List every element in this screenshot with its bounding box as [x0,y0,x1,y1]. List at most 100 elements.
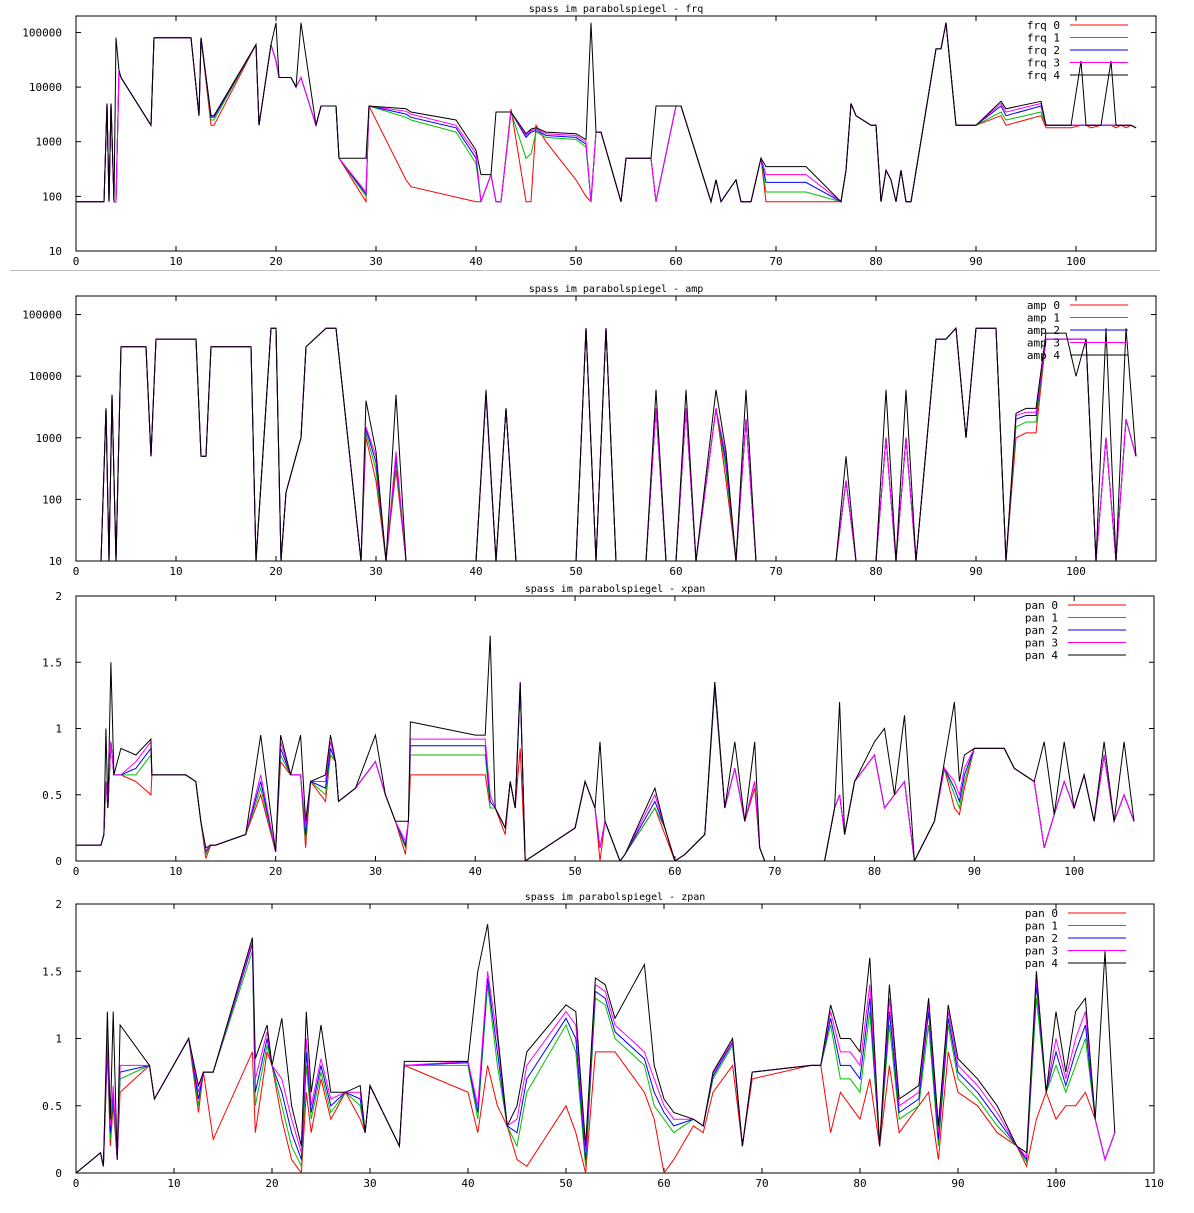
plot-frame [75,595,1155,862]
x-tick-label: 20 [265,1177,278,1190]
chart-title: spass im parabolspiegel - frq [529,4,704,15]
x-tick-label: 80 [869,565,882,578]
legend-label-3: frq 3 [1027,57,1060,70]
y-tick-label: 100 [42,493,62,506]
x-tick-label: 10 [169,865,182,878]
x-tick-label: 70 [755,1177,768,1190]
x-tick-label: 80 [869,255,882,268]
x-tick-label: 10 [169,565,182,578]
x-tick-label: 10 [167,1177,180,1190]
x-tick-label: 50 [559,1177,572,1190]
y-tick-label: 2 [55,590,62,603]
x-tick-label: 90 [969,255,982,268]
series-line-2 [100,327,1137,561]
y-tick-label: 0.5 [42,1100,62,1113]
series-group [100,327,1137,561]
x-tick-label: 60 [669,565,682,578]
legend-label-4: pan 4 [1025,649,1058,662]
x-tick-label: 100 [1046,1177,1066,1190]
legend-label-4: frq 4 [1027,69,1060,82]
series-line-4 [76,924,1116,1173]
x-tick-label: 90 [969,565,982,578]
x-tick-label: 60 [657,1177,670,1190]
x-tick-label: 0 [73,865,80,878]
series-line-0 [76,688,1135,861]
y-tick-label: 10 [49,555,62,568]
series-line-3 [76,22,1137,204]
legend-label-0: pan 0 [1025,907,1058,920]
y-tick-label: 1 [55,1033,62,1046]
y-tick-label: 100000 [22,26,62,39]
x-tick-label: 50 [569,565,582,578]
x-tick-label: 60 [668,865,681,878]
legend-label-3: pan 3 [1025,945,1058,958]
legend-label-0: amp 0 [1027,299,1060,312]
x-tick-label: 30 [369,865,382,878]
y-tick-label: 100 [42,190,62,203]
legend-label-4: pan 4 [1025,957,1058,970]
x-tick-label: 100 [1064,865,1084,878]
x-tick-label: 0 [73,565,80,578]
chart-zpan: spass im parabolspiegel - zpan 0 10 20 30 40 5… [0,885,1194,1213]
series-group [76,22,1137,204]
x-tick-label: 40 [469,255,482,268]
legend-label-1: pan 1 [1025,612,1058,625]
y-tick-label: 10 [49,245,62,258]
legend-label-1: pan 1 [1025,920,1058,933]
x-tick-label: 20 [269,255,282,268]
x-tick-label: 80 [868,865,881,878]
x-tick-label: 40 [469,565,482,578]
chart-amp-svg: spass im parabolspiegel - amp 0 10 20 30 40 50… [22,284,1157,578]
chart-xpan-svg: spass im parabolspiegel - xpan 0 10 20 30 40 5… [42,584,1155,878]
legend-label-0: frq 0 [1027,19,1060,32]
series-line-4 [76,22,1137,204]
x-tick-label: 90 [951,1177,964,1190]
series-line-1 [76,688,1135,861]
series-line-2 [76,22,1137,204]
x-tick-label: 30 [363,1177,376,1190]
legend-label-0: pan 0 [1025,599,1058,612]
chart-frq: spass im parabolspiegel - frq 0 10 20 30 40 50… [0,0,1194,268]
chart-xpan: spass im parabolspiegel - xpan 0 10 20 30 40 5… [0,582,1194,882]
legend-label-2: pan 2 [1025,624,1058,637]
x-tick-label: 80 [853,1177,866,1190]
x-tick-label: 40 [469,865,482,878]
series-line-2 [76,684,1135,861]
x-tick-label: 70 [769,255,782,268]
x-tick-label: 50 [568,865,581,878]
series-line-0 [76,1036,1116,1173]
chart-title: spass im parabolspiegel - xpan [525,584,706,595]
y-tick-label: 1000 [36,432,63,445]
x-tick-label: 70 [768,865,781,878]
plot-frame [75,15,1157,252]
series-group [76,924,1116,1173]
x-tick-label: 60 [669,255,682,268]
series-line-0 [100,327,1137,561]
y-tick-label: 1 [55,723,62,736]
chart-title: spass im parabolspiegel - amp [529,284,704,295]
y-tick-label: 100000 [22,309,62,322]
chart-amp: spass im parabolspiegel - amp 0 10 20 30 40 50… [0,280,1194,580]
series-line-3 [100,327,1137,561]
series-line-1 [100,327,1137,561]
plot-frame [75,295,1157,562]
x-tick-label: 110 [1144,1177,1164,1190]
y-tick-label: 0.5 [42,789,62,802]
y-tick-label: 10000 [29,370,62,383]
y-tick-label: 10000 [29,81,62,94]
y-tick-label: 1000 [36,136,63,149]
x-tick-label: 20 [269,865,282,878]
legend-label-1: frq 1 [1027,32,1060,45]
x-tick-label: 30 [369,255,382,268]
x-tick-label: 100 [1066,565,1086,578]
x-tick-label: 100 [1066,255,1086,268]
x-tick-label: 10 [169,255,182,268]
x-tick-label: 20 [269,565,282,578]
legend-label-2: frq 2 [1027,44,1060,57]
legend-label-2: amp 2 [1027,324,1060,337]
chart-frq-svg: spass im parabolspiegel - frq 0 10 20 30 40 50… [22,4,1157,268]
y-tick-label: 1.5 [42,965,62,978]
y-tick-label: 0 [55,1167,62,1180]
legend-label-3: pan 3 [1025,637,1058,650]
